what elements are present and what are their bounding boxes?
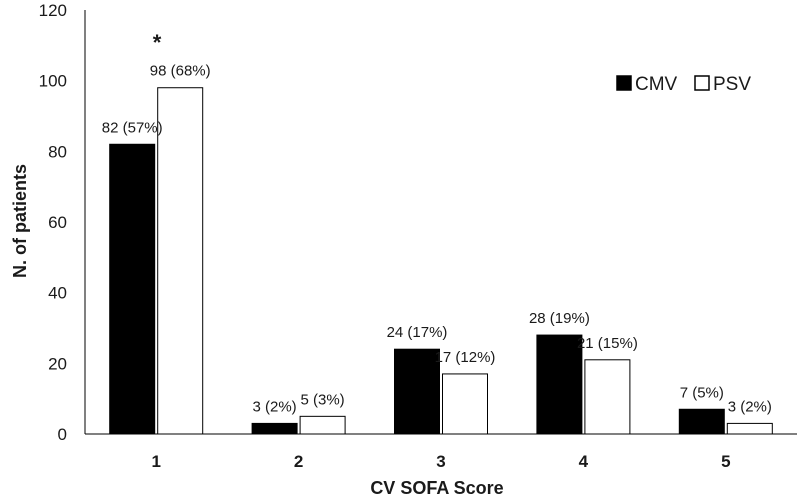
data-label-cmv-4: 28 (19%) xyxy=(529,310,590,327)
y-tick-label: 40 xyxy=(48,284,67,303)
legend-label-cmv: CMV xyxy=(635,74,678,95)
bar-cmv-5 xyxy=(678,408,725,435)
legend-label-psv: PSV xyxy=(713,74,751,95)
data-label-psv-3: 17 (12%) xyxy=(435,349,496,366)
bar-cmv-4 xyxy=(536,334,583,435)
bar-psv-5 xyxy=(726,422,773,435)
y-tick-label: 60 xyxy=(48,213,67,232)
x-tick-label: 2 xyxy=(294,452,303,471)
y-axis: 0 20 40 60 80 100 120 xyxy=(39,1,86,444)
y-tick-label: 120 xyxy=(39,1,67,20)
bar-psv-1 xyxy=(157,87,204,435)
x-tick-label: 3 xyxy=(436,452,445,471)
x-axis-title: CV SOFA Score xyxy=(370,478,503,497)
legend: CMV PSV xyxy=(616,74,751,95)
bar-psv-4 xyxy=(584,359,631,435)
x-tick-label: 4 xyxy=(579,452,589,471)
bar-cmv-1 xyxy=(109,143,156,435)
bar-psv-3 xyxy=(442,373,488,435)
data-label-cmv-2: 3 (2%) xyxy=(253,398,297,415)
bar-psv-2 xyxy=(299,415,346,435)
x-axis: 1 2 3 4 5 xyxy=(85,433,797,471)
bars xyxy=(109,87,773,435)
y-tick-label: 20 xyxy=(48,354,67,373)
legend-swatch-cmv xyxy=(616,75,632,91)
legend-swatch-psv xyxy=(694,75,710,91)
x-tick-label: 1 xyxy=(151,452,160,471)
bar-cmv-3 xyxy=(394,348,440,435)
bar-cmv-2 xyxy=(251,422,298,435)
data-labels: 82 (57%)98 (68%)3 (2%) 5 (3%)24 (17%)17 (… xyxy=(102,63,772,416)
y-axis-title: N. of patients xyxy=(10,164,30,278)
data-label-cmv-1: 82 (57%) xyxy=(102,119,163,136)
data-label-psv-4: 21 (15%) xyxy=(577,335,638,352)
data-label-cmv-5: 7 (5%) xyxy=(680,384,724,401)
data-label-cmv-3: 24 (17%) xyxy=(387,324,448,341)
x-tick-label: 5 xyxy=(721,452,730,471)
y-tick-label: 100 xyxy=(39,72,67,91)
data-label-psv-2: 5 (3%) xyxy=(301,391,345,408)
data-label-psv-1: 98 (68%) xyxy=(150,63,211,80)
y-tick-label: 0 xyxy=(58,425,67,444)
data-label-psv-5: 3 (2%) xyxy=(728,398,772,415)
significance-asterisk: * xyxy=(153,30,162,55)
y-tick-label: 80 xyxy=(48,142,67,161)
